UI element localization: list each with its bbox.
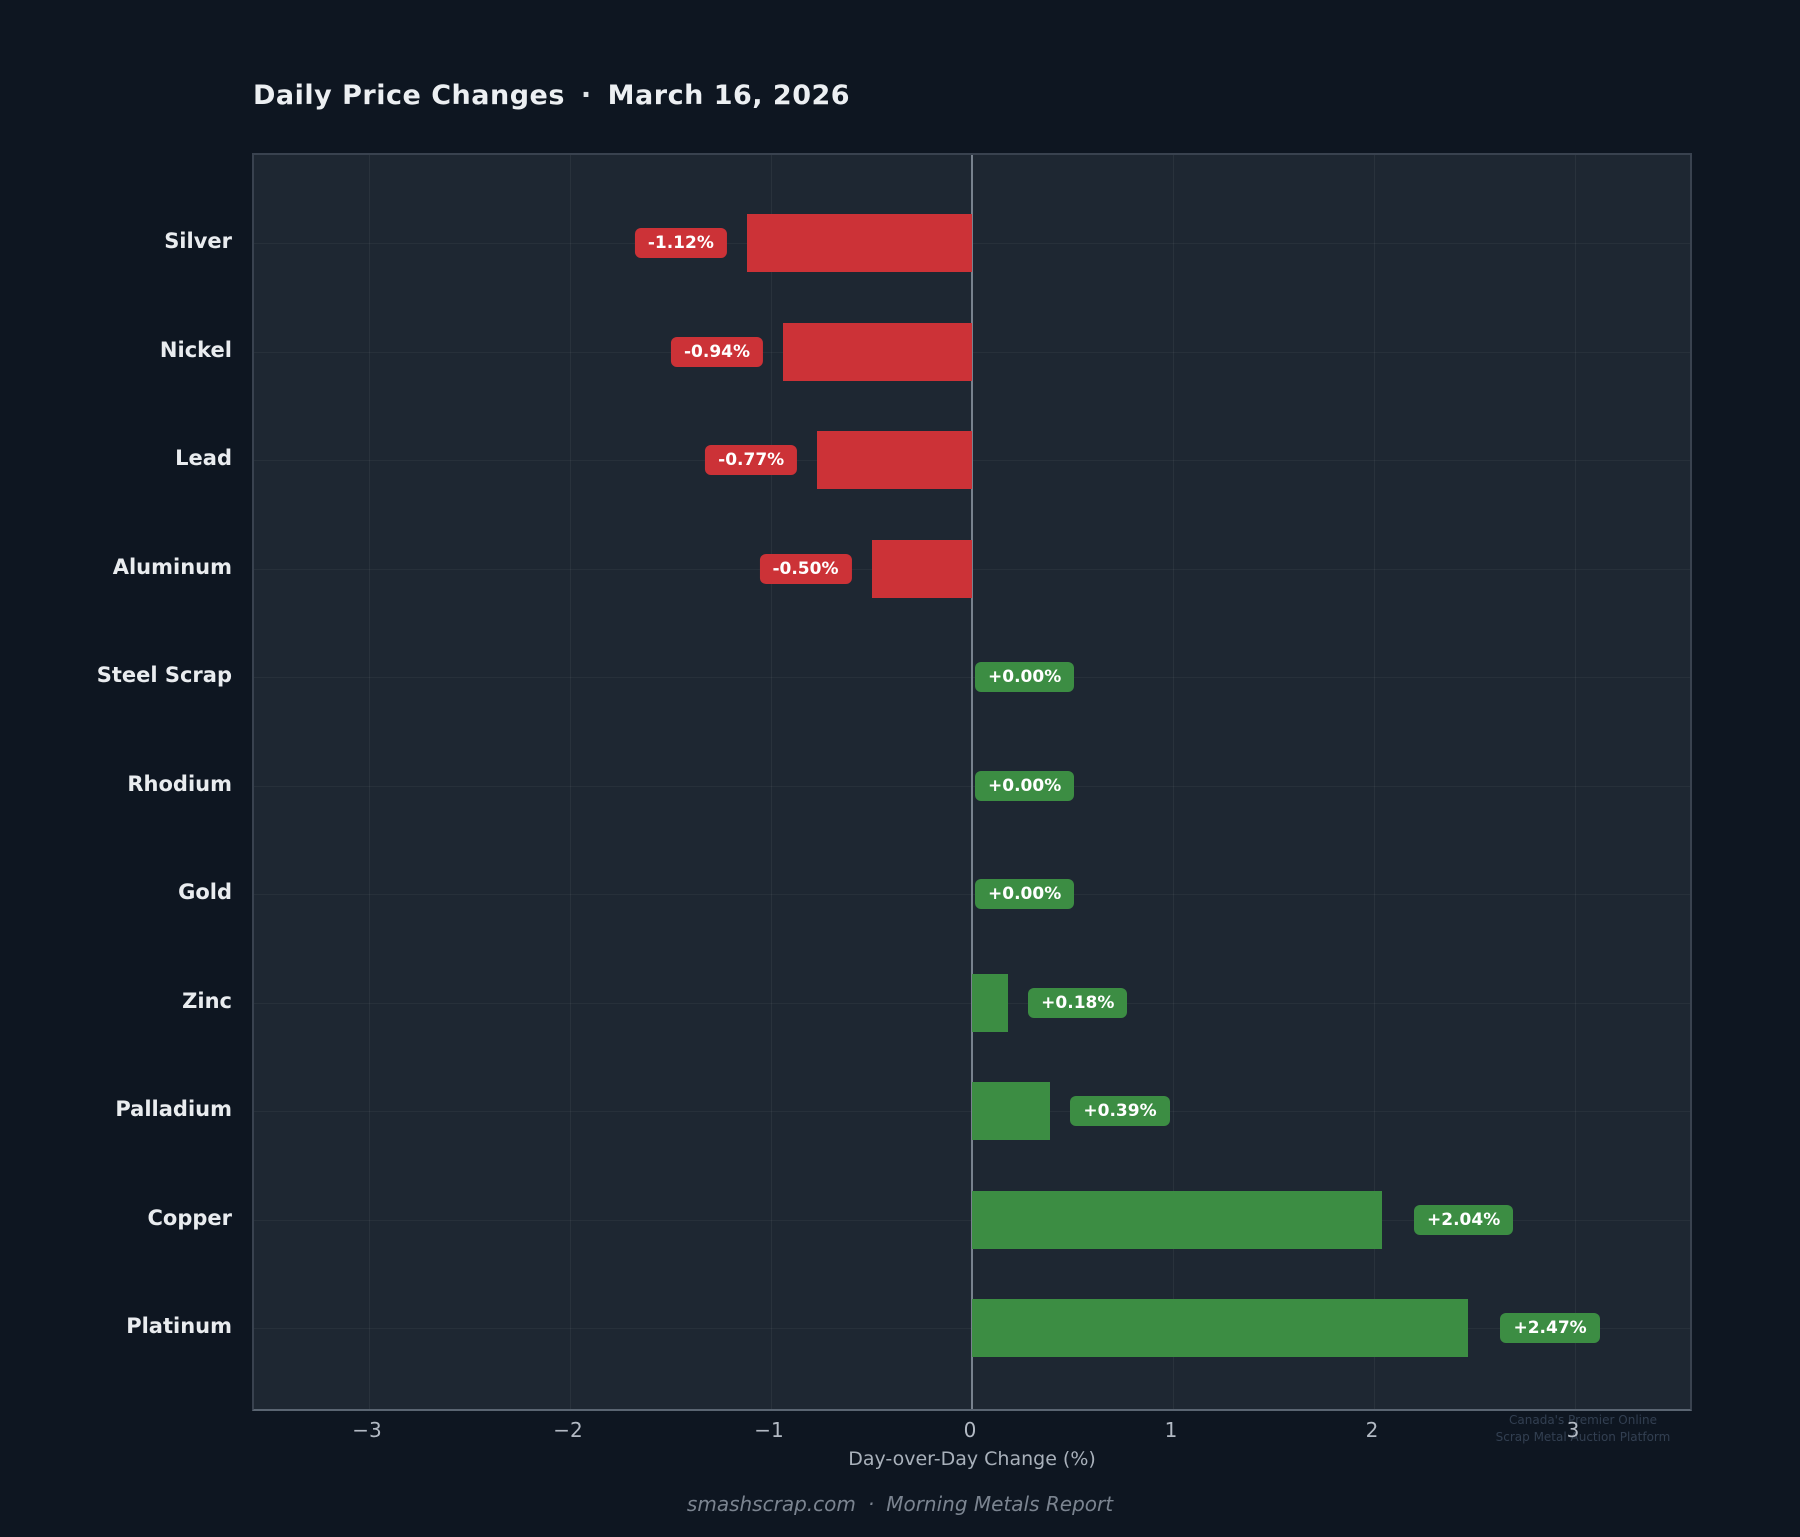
y-axis-label-gold: Gold [178, 880, 232, 904]
watermark-line-2: Scrap Metal Auction Platform [1495, 1430, 1671, 1444]
footer-separator: · [867, 1492, 875, 1516]
footer-report: Morning Metals Report [886, 1492, 1114, 1516]
value-label: +0.00% [975, 770, 1075, 801]
bar-nickel [783, 322, 972, 381]
value-label: -0.77% [705, 445, 798, 475]
watermark: Canada's Premier Online Scrap Metal Auct… [1468, 1412, 1698, 1446]
bar-platinum [972, 1299, 1469, 1357]
plot-area: -1.12% -0.94% -0.77% -0.50% +0.00% +0.00% +0.0… [252, 153, 1692, 1411]
value-label: +0.39% [1070, 1096, 1170, 1126]
bar-aluminum [871, 539, 972, 598]
bar-palladium [972, 1082, 1051, 1140]
y-axis-label-silver: Silver [164, 229, 232, 253]
bar-zinc [972, 973, 1009, 1032]
value-label: -0.94% [671, 336, 764, 367]
x-tick-label: −3 [352, 1418, 382, 1442]
x-tick-label: 2 [1365, 1418, 1379, 1442]
v-gridline [771, 155, 772, 1409]
y-axis-label-lead: Lead [175, 446, 232, 470]
value-label: +0.00% [975, 662, 1075, 692]
y-axis-label-steel-scrap: Steel Scrap [96, 663, 232, 687]
value-label: -1.12% [634, 228, 727, 258]
y-axis-label-aluminum: Aluminum [112, 554, 232, 579]
zero-line [971, 155, 973, 1409]
value-label: +2.04% [1414, 1204, 1514, 1235]
v-gridline [1173, 155, 1174, 1409]
value-label: +0.00% [975, 879, 1075, 909]
x-tick-label: 0 [963, 1418, 977, 1442]
y-axis-label-copper: Copper [147, 1205, 232, 1230]
value-label: +0.18% [1028, 987, 1128, 1018]
chart-title: Daily Price Changes · March 16, 2026 [253, 80, 850, 111]
y-axis-label-nickel: Nickel [159, 337, 232, 362]
value-label: -0.50% [759, 553, 852, 584]
v-gridline [1575, 155, 1576, 1409]
y-axis-label-palladium: Palladium [115, 1097, 232, 1121]
footer-credit: smashscrap.com · Morning Metals Report [0, 1492, 1800, 1516]
x-tick-label: −1 [754, 1418, 784, 1442]
bar-silver [746, 214, 972, 272]
v-gridline [570, 155, 571, 1409]
v-gridline [1374, 155, 1375, 1409]
bar-copper [972, 1190, 1383, 1249]
v-gridline [369, 155, 370, 1409]
chart-title-text: Daily Price Changes [253, 80, 565, 111]
title-separator: · [580, 80, 592, 111]
chart-title-date: March 16, 2026 [607, 80, 851, 111]
y-axis-label-zinc: Zinc [182, 988, 232, 1013]
x-tick-label: 3 [1566, 1418, 1580, 1442]
value-label: +2.47% [1500, 1313, 1600, 1343]
x-tick-label: −2 [553, 1418, 583, 1442]
watermark-line-1: Canada's Premier Online [1509, 1413, 1657, 1427]
footer-site: smashscrap.com [686, 1492, 856, 1516]
bar-lead [817, 431, 972, 489]
y-axis-label-rhodium: Rhodium [127, 771, 232, 796]
y-axis-label-platinum: Platinum [126, 1314, 232, 1338]
x-tick-label: 1 [1164, 1418, 1178, 1442]
x-axis-title: Day-over-Day Change (%) [848, 1448, 1096, 1470]
